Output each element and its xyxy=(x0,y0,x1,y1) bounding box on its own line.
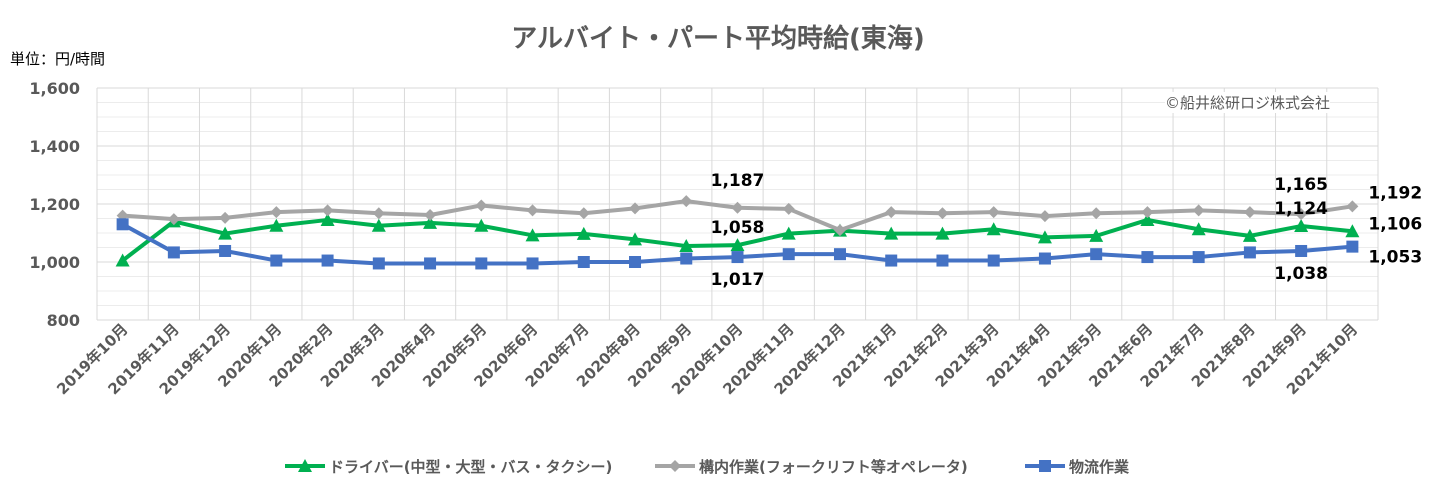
data-point xyxy=(219,244,232,257)
data-point xyxy=(986,222,1001,236)
data-label: 1,017 xyxy=(711,270,765,290)
data-point xyxy=(474,218,489,232)
data-point xyxy=(219,211,232,224)
legend-label: ドライバー(中型・大型・バス・タクシー) xyxy=(329,458,612,476)
unit-label: 単位：円/時間 xyxy=(10,50,106,68)
data-point xyxy=(1141,251,1154,264)
data-point xyxy=(1037,230,1052,244)
data-point xyxy=(987,254,1000,267)
data-point xyxy=(987,206,1000,219)
y-tick-label: 1,200 xyxy=(29,195,80,214)
data-point xyxy=(475,199,488,212)
data-point xyxy=(884,226,899,240)
data-point xyxy=(782,248,795,261)
data-point xyxy=(1090,207,1103,220)
data-point xyxy=(321,254,334,267)
data-point xyxy=(576,226,591,240)
data-point xyxy=(423,215,438,229)
data-point xyxy=(577,207,590,220)
data-label: 1,192 xyxy=(1368,183,1422,203)
data-point xyxy=(372,257,385,270)
data-point xyxy=(936,207,949,220)
data-point xyxy=(1242,228,1257,242)
data-point xyxy=(167,213,180,226)
legend-marker xyxy=(1039,460,1051,472)
data-point xyxy=(680,195,693,208)
legend-label: 構内作業(フォークリフト等オペレータ) xyxy=(699,458,968,476)
data-label: 1,124 xyxy=(1274,199,1328,219)
data-point xyxy=(321,204,334,217)
data-point xyxy=(629,256,642,268)
data-point xyxy=(1192,251,1205,264)
data-point xyxy=(1346,240,1359,253)
data-point xyxy=(372,207,385,220)
y-tick-label: 1,000 xyxy=(29,253,80,272)
data-label: 1,038 xyxy=(1274,264,1328,284)
data-point xyxy=(526,204,539,217)
data-point xyxy=(885,254,898,267)
data-point xyxy=(270,206,283,219)
data-point xyxy=(1141,206,1154,219)
data-point xyxy=(679,239,694,253)
data-point xyxy=(1089,228,1104,242)
data-point xyxy=(577,256,590,268)
data-point xyxy=(1243,206,1256,219)
data-point xyxy=(526,257,539,270)
data-point xyxy=(424,257,437,270)
data-point xyxy=(1191,222,1206,236)
data-point xyxy=(782,202,795,215)
data-point xyxy=(167,246,180,259)
data-point xyxy=(781,226,796,240)
data-point xyxy=(833,224,846,237)
data-point xyxy=(935,226,950,240)
data-label: 1,053 xyxy=(1368,248,1422,268)
data-point xyxy=(1090,248,1103,261)
data-point xyxy=(218,226,233,240)
data-point xyxy=(1346,200,1359,213)
data-point xyxy=(1345,224,1360,238)
data-point xyxy=(525,228,540,242)
data-label: 1,165 xyxy=(1274,175,1328,195)
data-point xyxy=(1140,212,1155,226)
data-label: 1,058 xyxy=(711,218,765,238)
data-point xyxy=(116,218,129,231)
legend-marker xyxy=(669,460,681,472)
data-point xyxy=(731,251,744,264)
data-point xyxy=(424,209,437,222)
data-point xyxy=(730,238,745,252)
copyright-text: ©船井総研ロジ株式会社 xyxy=(1165,92,1331,113)
data-point xyxy=(628,232,643,246)
data-point xyxy=(320,212,335,226)
y-tick-label: 1,400 xyxy=(29,137,80,156)
data-point xyxy=(269,218,284,232)
y-tick-label: 1,600 xyxy=(29,79,80,98)
data-point xyxy=(1295,244,1308,257)
data-point xyxy=(885,206,898,219)
data-point xyxy=(629,202,642,215)
data-point xyxy=(371,218,386,232)
data-point xyxy=(270,254,283,267)
data-point xyxy=(1038,210,1051,223)
data-point xyxy=(115,253,130,267)
data-point xyxy=(1243,246,1256,259)
y-tick-label: 800 xyxy=(47,311,80,330)
legend-marker xyxy=(298,459,312,472)
chart-title: アルバイト・パート平均時給(東海) xyxy=(511,24,925,54)
data-point xyxy=(680,252,693,265)
data-point xyxy=(1192,204,1205,217)
data-label: 1,106 xyxy=(1368,214,1422,234)
data-point xyxy=(833,248,846,261)
legend-label: 物流作業 xyxy=(1069,458,1130,476)
data-point xyxy=(936,254,949,267)
data-point xyxy=(731,201,744,214)
data-label: 1,187 xyxy=(711,171,765,191)
data-point xyxy=(1295,208,1308,221)
data-point xyxy=(475,257,488,270)
data-point xyxy=(1038,252,1051,265)
data-point xyxy=(1294,219,1309,233)
